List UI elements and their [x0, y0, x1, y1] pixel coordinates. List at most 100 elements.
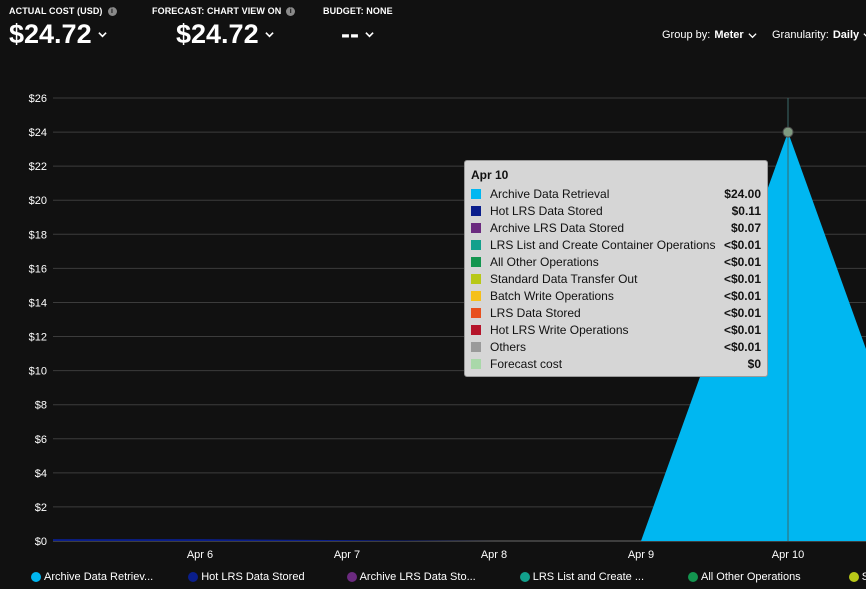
tooltip-row: LRS Data Stored <$0.01: [471, 304, 761, 321]
tooltip-series-value: $0.07: [730, 220, 761, 235]
tooltip-row: Forecast cost $0: [471, 355, 761, 372]
tooltip-series-name: Hot LRS Write Operations: [490, 322, 629, 337]
tooltip-series-value: $24.00: [724, 186, 761, 201]
tooltip-series-name: Others: [490, 339, 527, 354]
y-tick-label: $16: [29, 263, 47, 275]
tooltip-swatch: [471, 256, 481, 267]
tooltip-series-value: <$0.01: [723, 254, 761, 269]
tooltip-row: Archive Data Retrieval $24.00: [471, 185, 761, 202]
legend-label: Archive LRS Data Sto...: [359, 571, 476, 583]
info-icon[interactable]: i: [286, 6, 296, 16]
tooltip-swatch: [471, 239, 481, 250]
tooltip-swatch: [471, 222, 481, 233]
tooltip-series-value: <$0.01: [723, 339, 761, 354]
x-tick-label: Apr 6: [187, 549, 213, 561]
tooltip-row: Standard Data Transfer Out <$0.01: [471, 270, 761, 287]
kpi-budget-value: --: [341, 19, 359, 49]
chevron-down-icon: [97, 32, 107, 38]
y-tick-label: $6: [35, 434, 47, 446]
tooltip-series-value: $0: [747, 356, 761, 371]
legend-item[interactable]: LRS List and Create ...: [519, 571, 645, 583]
legend-dot: [346, 572, 357, 582]
y-tick-label: $8: [35, 400, 47, 412]
tooltip-swatch: [471, 341, 481, 352]
tooltip-row: Hot LRS Write Operations <$0.01: [471, 321, 761, 338]
kpi-actual-cost-label: ACTUAL COST (USD): [9, 6, 103, 16]
info-icon[interactable]: i: [107, 6, 117, 16]
kpi-budget: BUDGET: NONE --: [323, 6, 393, 50]
tooltip-swatch: [471, 188, 481, 199]
granularity-label: Granularity:: [772, 29, 829, 41]
tooltip-series-name: Archive Data Retrieval: [490, 186, 610, 201]
kpi-actual-cost-value: $24.72: [9, 19, 92, 49]
tooltip-series-name: Hot LRS Data Stored: [490, 203, 603, 218]
chart-legend: Archive Data Retriev... Hot LRS Data Stor…: [31, 571, 866, 583]
tooltip-title: Apr 10: [471, 168, 509, 182]
tooltip-swatch: [471, 307, 481, 318]
tooltip-series-name: All Other Operations: [490, 254, 599, 269]
tooltip-row: All Other Operations <$0.01: [471, 253, 761, 270]
group-by-label: Group by:: [662, 29, 711, 41]
y-tick-label: $14: [29, 297, 47, 309]
y-tick-label: $26: [29, 93, 47, 105]
tooltip-row: Others <$0.01: [471, 338, 761, 355]
legend-dot: [519, 572, 530, 582]
tooltip-swatch: [471, 205, 481, 216]
y-tick-label: $22: [29, 161, 47, 173]
legend-dot: [848, 572, 859, 582]
legend-label: LRS List and Create ...: [532, 571, 645, 583]
legend-label: Hot LRS Data Stored: [201, 571, 305, 583]
kpi-forecast-label: FORECAST: CHART VIEW ON: [152, 6, 282, 16]
y-tick-label: $24: [29, 127, 47, 139]
legend-item[interactable]: Standard: [848, 571, 866, 583]
tooltip-series-value: <$0.01: [723, 322, 761, 337]
chart-tooltip: Apr 10 Archive Data Retrieval $24.00 Hot L…: [464, 160, 768, 377]
kpi-actual-cost-dropdown[interactable]: $24.72: [9, 19, 117, 50]
tooltip-series-name: Archive LRS Data Stored: [490, 220, 625, 235]
tooltip-series-name: LRS List and Create Container Operations: [490, 237, 716, 252]
legend-dot: [688, 572, 699, 582]
legend-item[interactable]: Archive Data Retriev...: [31, 571, 153, 583]
x-tick-label: Apr 9: [628, 549, 654, 561]
y-tick-label: $0: [35, 536, 47, 548]
granularity-dropdown[interactable]: Granularity: Daily: [772, 29, 866, 41]
kpi-forecast: FORECAST: CHART VIEW ON i $24.72: [152, 6, 296, 50]
legend-label: All Other Operations: [701, 571, 801, 583]
group-by-value: Meter: [714, 29, 744, 41]
tooltip-series-name: Batch Write Operations: [490, 288, 614, 303]
y-tick-label: $2: [35, 502, 47, 514]
kpi-budget-label: BUDGET: NONE: [323, 6, 393, 16]
chevron-down-icon: [365, 32, 374, 38]
tooltip-row: LRS List and Create Container Operations…: [471, 236, 761, 253]
x-tick-label: Apr 7: [334, 549, 360, 561]
tooltip-series-name: Forecast cost: [490, 356, 563, 371]
kpi-budget-dropdown[interactable]: --: [323, 19, 393, 50]
kpi-forecast-dropdown[interactable]: $24.72: [152, 19, 295, 50]
chevron-down-icon: [748, 32, 757, 38]
tooltip-swatch: [471, 358, 481, 369]
legend-dot: [31, 572, 41, 582]
tooltip-series-name: LRS Data Stored: [490, 305, 581, 320]
legend-item[interactable]: Archive LRS Data Sto...: [346, 571, 476, 583]
kpi-actual-cost: ACTUAL COST (USD) i $24.72: [9, 6, 117, 50]
tooltip-series-value: <$0.01: [723, 288, 761, 303]
legend-label: Archive Data Retriev...: [44, 571, 154, 583]
tooltip-swatch: [471, 273, 481, 284]
group-by-dropdown[interactable]: Group by: Meter: [662, 29, 757, 41]
tooltip-row: Archive LRS Data Stored $0.07: [471, 219, 761, 236]
tooltip-series-value: $0.11: [731, 203, 761, 218]
y-tick-label: $18: [29, 229, 47, 241]
chevron-down-icon: [863, 32, 866, 37]
legend-item[interactable]: All Other Operations: [688, 571, 801, 583]
x-tick-label: Apr 8: [481, 549, 507, 561]
y-tick-label: $4: [35, 468, 47, 480]
chevron-down-icon: [264, 32, 274, 38]
tooltip-series-value: <$0.01: [723, 305, 761, 320]
tooltip-series-name: Standard Data Transfer Out: [490, 271, 638, 286]
legend-label: Standard: [861, 571, 866, 583]
tooltip-swatch: [471, 290, 481, 301]
legend-item[interactable]: Hot LRS Data Stored: [188, 571, 305, 583]
tooltip-rows: Archive Data Retrieval $24.00 Hot LRS Data…: [471, 185, 761, 372]
kpi-forecast-value: $24.72: [176, 19, 259, 49]
area-series-hot-lrs-data-stored: [53, 539, 494, 541]
